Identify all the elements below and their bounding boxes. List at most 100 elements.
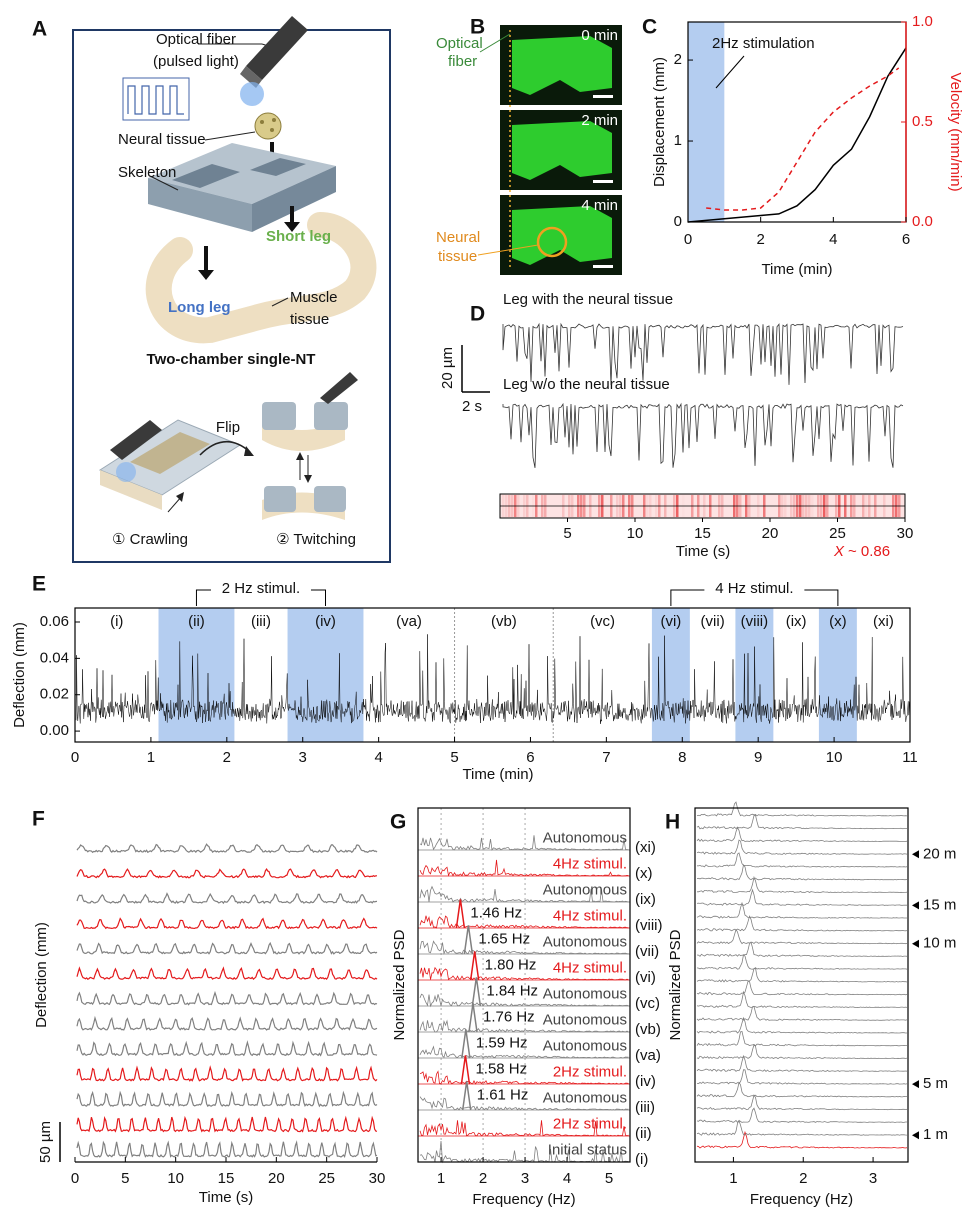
scale-label: 2 s <box>462 398 482 415</box>
psd-trace <box>696 954 908 970</box>
psd-trace <box>419 1045 629 1059</box>
psd-trace <box>419 1120 629 1137</box>
bracket <box>670 589 705 606</box>
x-tick-label: 20 <box>268 1170 285 1187</box>
x-tick-label: 1 <box>437 1170 445 1187</box>
label: X <box>833 543 845 560</box>
trace <box>76 1015 378 1031</box>
x-tick-label: 10 <box>167 1170 184 1187</box>
psd-trace <box>419 1019 629 1033</box>
group-label: 4 Hz stimul. <box>715 580 793 597</box>
panel-label: D <box>470 303 485 326</box>
trace <box>76 917 378 930</box>
x-tick-label: 11 <box>902 749 918 766</box>
y-axis-label: Normalized PSD <box>667 929 684 1040</box>
psd-peak <box>471 977 482 1007</box>
axes-frame <box>694 807 909 1163</box>
psd-trace <box>696 826 908 842</box>
trace <box>76 892 378 905</box>
psd-trace <box>419 966 629 981</box>
psd-peak <box>460 1055 471 1085</box>
psd-trace <box>419 940 629 955</box>
psd-trace <box>696 839 908 855</box>
annotation-line <box>715 55 745 89</box>
peak-label: 1.46 Hz <box>470 905 522 922</box>
segment-label: (vb) <box>491 613 517 630</box>
y-tick-label: 0.02 <box>40 686 69 703</box>
stimulation-band <box>287 608 364 742</box>
bracket <box>195 589 211 606</box>
segment-label: (va) <box>396 613 422 630</box>
x-tick-label: 5 <box>563 525 571 542</box>
trace <box>76 966 378 980</box>
psd-trace <box>419 835 629 851</box>
psd-trace <box>696 901 907 919</box>
psd-trace <box>696 941 908 958</box>
y-axis-label: Deflection (mm) <box>11 622 28 728</box>
x-tick-label: 2 <box>223 749 231 766</box>
marker-arrow <box>912 1131 919 1140</box>
psd-trace <box>419 885 629 903</box>
label: Muscle <box>290 289 338 306</box>
caption: Two-chamber single-NT <box>147 351 316 368</box>
label: Optical <box>436 35 483 52</box>
y-tick-label: 0.04 <box>40 649 69 666</box>
row-label: (viii) <box>635 917 663 934</box>
segment-label: (iii) <box>251 613 271 630</box>
x-tick-label: 0 <box>71 1170 79 1187</box>
x-tick-label: 25 <box>829 525 846 542</box>
time-label: 0 min <box>581 27 618 44</box>
label: Flip <box>216 419 240 436</box>
psd-trace <box>697 875 908 894</box>
time-label: 2 min <box>581 112 618 129</box>
label: fiber <box>448 53 477 70</box>
y-tick-label: 2 <box>674 51 682 68</box>
trace <box>76 990 378 1006</box>
psd-peak <box>468 1003 478 1033</box>
segment-label: (vii) <box>701 613 725 630</box>
y2-tick-label: 0.5 <box>912 113 933 130</box>
psd-peak <box>461 1029 471 1059</box>
label: Short leg <box>266 228 331 245</box>
row-status: 4Hz stimul. <box>553 959 627 976</box>
data-line <box>706 67 900 211</box>
psd-trace <box>696 863 908 881</box>
trace <box>76 843 378 854</box>
psd-trace <box>696 990 908 1008</box>
x-axis-label: Time (min) <box>761 261 832 278</box>
trace <box>75 634 910 724</box>
scale-label: 50 µm <box>37 1121 54 1163</box>
label: Leg w/o the neural tissue <box>503 376 670 393</box>
label: ~ 0.86 <box>848 543 890 560</box>
psd-trace <box>696 888 907 906</box>
psd-trace <box>696 814 908 830</box>
y-axis-label: Displacement (mm) <box>651 57 668 187</box>
x-tick-label: 4 <box>374 749 382 766</box>
x-axis-label: Frequency (Hz) <box>472 1191 575 1208</box>
bracket <box>310 589 326 606</box>
scale-label: 20 µm <box>439 347 456 389</box>
row-label: (vb) <box>635 1021 661 1038</box>
label: Skeleton <box>118 164 176 181</box>
psd-trace <box>419 859 629 877</box>
x-tick-label: 2 <box>799 1170 807 1187</box>
psd-trace <box>696 1081 907 1098</box>
marker-arrow <box>912 1080 919 1089</box>
y-tick-label: 0.06 <box>40 613 69 630</box>
peak-label: 1.61 Hz <box>477 1087 529 1104</box>
marker-arrow <box>912 850 919 859</box>
psd-trace <box>696 1107 907 1124</box>
psd-trace <box>419 1140 629 1164</box>
axes-frame <box>417 807 631 1163</box>
row-status: Autonomous <box>543 1011 627 1028</box>
row-label: (iii) <box>635 1099 655 1116</box>
psd-trace <box>696 1006 908 1021</box>
x-tick-label: 5 <box>450 749 458 766</box>
panel-b-images <box>477 25 622 275</box>
row-label: (x) <box>635 865 653 882</box>
marker-label: 5 m <box>923 1075 948 1092</box>
panel-label: C <box>642 16 657 39</box>
y2-tick-label: 0.0 <box>912 213 933 230</box>
